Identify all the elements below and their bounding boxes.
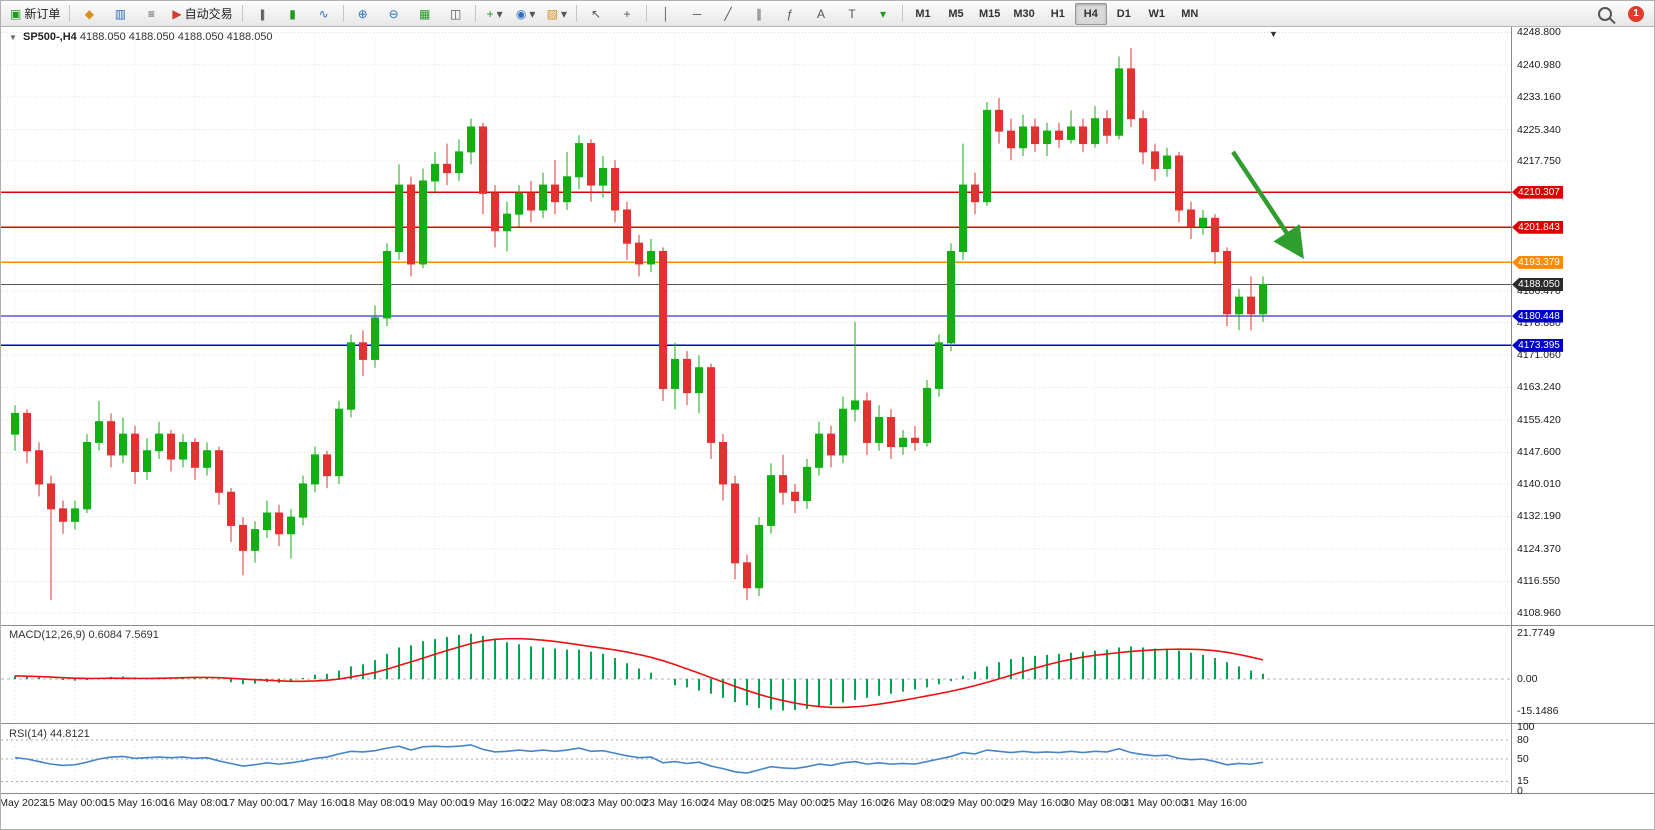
main-toolbar: ▣ 新订单 ◆ ▥ ≡ ▶ 自动交易 ||| ▮ ∿ ⊕ ⊖ ▦ ◫ + ▾ ◉ ▾… [1,1,1654,27]
label-tool-button[interactable]: T [837,3,867,25]
separator [645,5,647,22]
auto-trading-label: 自动交易 [184,7,233,21]
zoom-out-icon: ⊖ [388,6,399,21]
horizontal-line-icon: ─ [692,6,702,21]
market-watch-button[interactable]: ▥ [105,3,135,25]
timeframe-m15[interactable]: M15 [978,7,1001,20]
channel-icon: ∥ [755,6,762,21]
zoom-in-icon: ⊕ [357,6,368,21]
chart-stage: ▼ SP500-,H4 4188.050 4188.050 4188.050 4… [1,26,1655,830]
timeframe-w1[interactable]: W1 [1148,7,1166,20]
text-tool-icon: A [816,6,825,21]
timeframe-m30[interactable]: M30 [1013,7,1035,20]
new-order-label: 新订单 [24,7,61,21]
auto-trading-button[interactable]: ▶ 自动交易 [167,3,237,25]
crosshair-icon: + [623,6,631,21]
timeframe-group: M1 M5 M15 M30 H1 H4 D1 W1 MN [907,2,1206,25]
zoom-in-button[interactable]: ⊕ [348,3,378,25]
timeframe-d1[interactable]: D1 [1116,7,1131,20]
dropdown-icon: ▾ [529,6,536,21]
timeframe-h4[interactable]: H4 [1074,2,1107,25]
separator [241,5,243,22]
label-tool-icon: T [848,6,856,21]
trendline-icon: ╱ [724,6,732,21]
text-tool-button[interactable]: A [806,3,836,25]
indicators-button[interactable]: + ▾ [480,3,510,25]
timeframe-m5[interactable]: M5 [948,7,964,20]
metaeditor-button[interactable]: ◆ [74,3,104,25]
zoom-out-button[interactable]: ⊖ [379,3,409,25]
channel-button[interactable]: ∥ [744,3,774,25]
market-watch-icon: ▥ [114,6,127,21]
new-order-button[interactable]: ▣ 新订单 [5,3,65,25]
metaeditor-icon: ◆ [84,6,94,21]
tile-windows-icon: ▦ [418,6,431,21]
separator [575,5,577,22]
templates-icon: ▨ [546,6,558,21]
vertical-line-icon: │ [662,6,670,21]
crosshair-button[interactable]: + [612,3,642,25]
candlestick-chart-button[interactable]: ▮ [278,3,308,25]
search-button[interactable] [1590,3,1620,25]
candlestick-chart-icon: ▮ [289,6,296,21]
separator [901,5,903,22]
templates-button[interactable]: ▨ ▾ [542,3,572,25]
chart-area[interactable] [1,27,1655,830]
arrow-tools-icon: ▾ [879,6,886,21]
search-icon [1598,6,1612,21]
vertical-line-button[interactable]: │ [651,3,681,25]
trend-arrow-annotation [1231,150,1304,259]
separator [69,5,71,22]
cursor-icon: ↖ [590,6,602,21]
new-order-icon: ▣ [10,6,22,21]
timeframe-mn[interactable]: MN [1181,7,1199,20]
navigator-icon: ≡ [147,6,155,21]
new-chart-button[interactable]: ◫ [441,3,471,25]
navigator-button[interactable]: ≡ [136,3,166,25]
auto-trading-icon: ▶ [172,6,182,21]
tile-windows-button[interactable]: ▦ [410,3,440,25]
dropdown-icon: ▾ [560,6,567,21]
horizontal-line-button[interactable]: ─ [682,3,712,25]
line-chart-button[interactable]: ∿ [309,3,339,25]
indicators-icon: + [486,6,494,21]
fibonacci-icon: ƒ [786,6,794,21]
cursor-button[interactable]: ↖ [581,3,611,25]
arrow-tools-button[interactable]: ▾ [868,3,898,25]
dropdown-icon: ▾ [496,6,503,21]
timeframe-h1[interactable]: H1 [1050,7,1065,20]
clock-icon: ◉ [515,6,527,21]
fibonacci-button[interactable]: ƒ [775,3,805,25]
periods-button[interactable]: ◉ ▾ [511,3,541,25]
bar-chart-button[interactable]: ||| [247,3,277,25]
timeframe-m1[interactable]: M1 [915,7,931,20]
line-chart-icon: ∿ [318,6,329,21]
separator [342,5,344,22]
bar-chart-icon: ||| [259,6,266,21]
trendline-button[interactable]: ╱ [713,3,743,25]
new-chart-icon: ◫ [449,6,462,21]
separator [474,5,476,22]
notification-badge[interactable]: 1 [1628,5,1644,22]
